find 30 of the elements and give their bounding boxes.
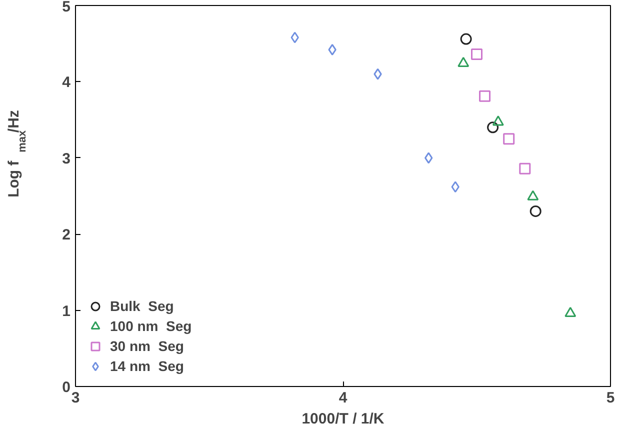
y-tick-label: 5 (62, 0, 70, 16)
y-tick-label: 3 (62, 150, 70, 168)
legend-label: 100 nm Seg (110, 318, 192, 334)
point (451, 181, 460, 193)
y-axis-title: Log fmax/Hz (6, 110, 28, 198)
x-tick-label: 4 (338, 390, 348, 406)
point (492, 116, 504, 126)
legend-label: Bulk Seg (110, 298, 174, 314)
point (374, 68, 382, 80)
point (290, 32, 299, 44)
point (460, 33, 472, 45)
point (530, 206, 542, 217)
y-tick-label: 0 (62, 379, 70, 396)
point (424, 152, 433, 164)
point (479, 90, 491, 102)
point (564, 306, 576, 317)
y-tick-label: 2 (62, 226, 70, 244)
point (527, 190, 539, 200)
legend-label: 14 nm Seg (110, 358, 184, 374)
x-axis-title: 1000/T / 1/K (302, 410, 384, 428)
y-tick-label: 1 (62, 302, 70, 320)
point (471, 48, 482, 60)
point (487, 122, 499, 134)
point (328, 44, 336, 56)
y-tick-label: 4 (62, 74, 72, 92)
point (503, 133, 515, 145)
point (519, 162, 531, 174)
point (458, 56, 470, 68)
x-tick-label: 5 (606, 390, 615, 406)
legend-label: 30 nm Seg (110, 338, 184, 354)
